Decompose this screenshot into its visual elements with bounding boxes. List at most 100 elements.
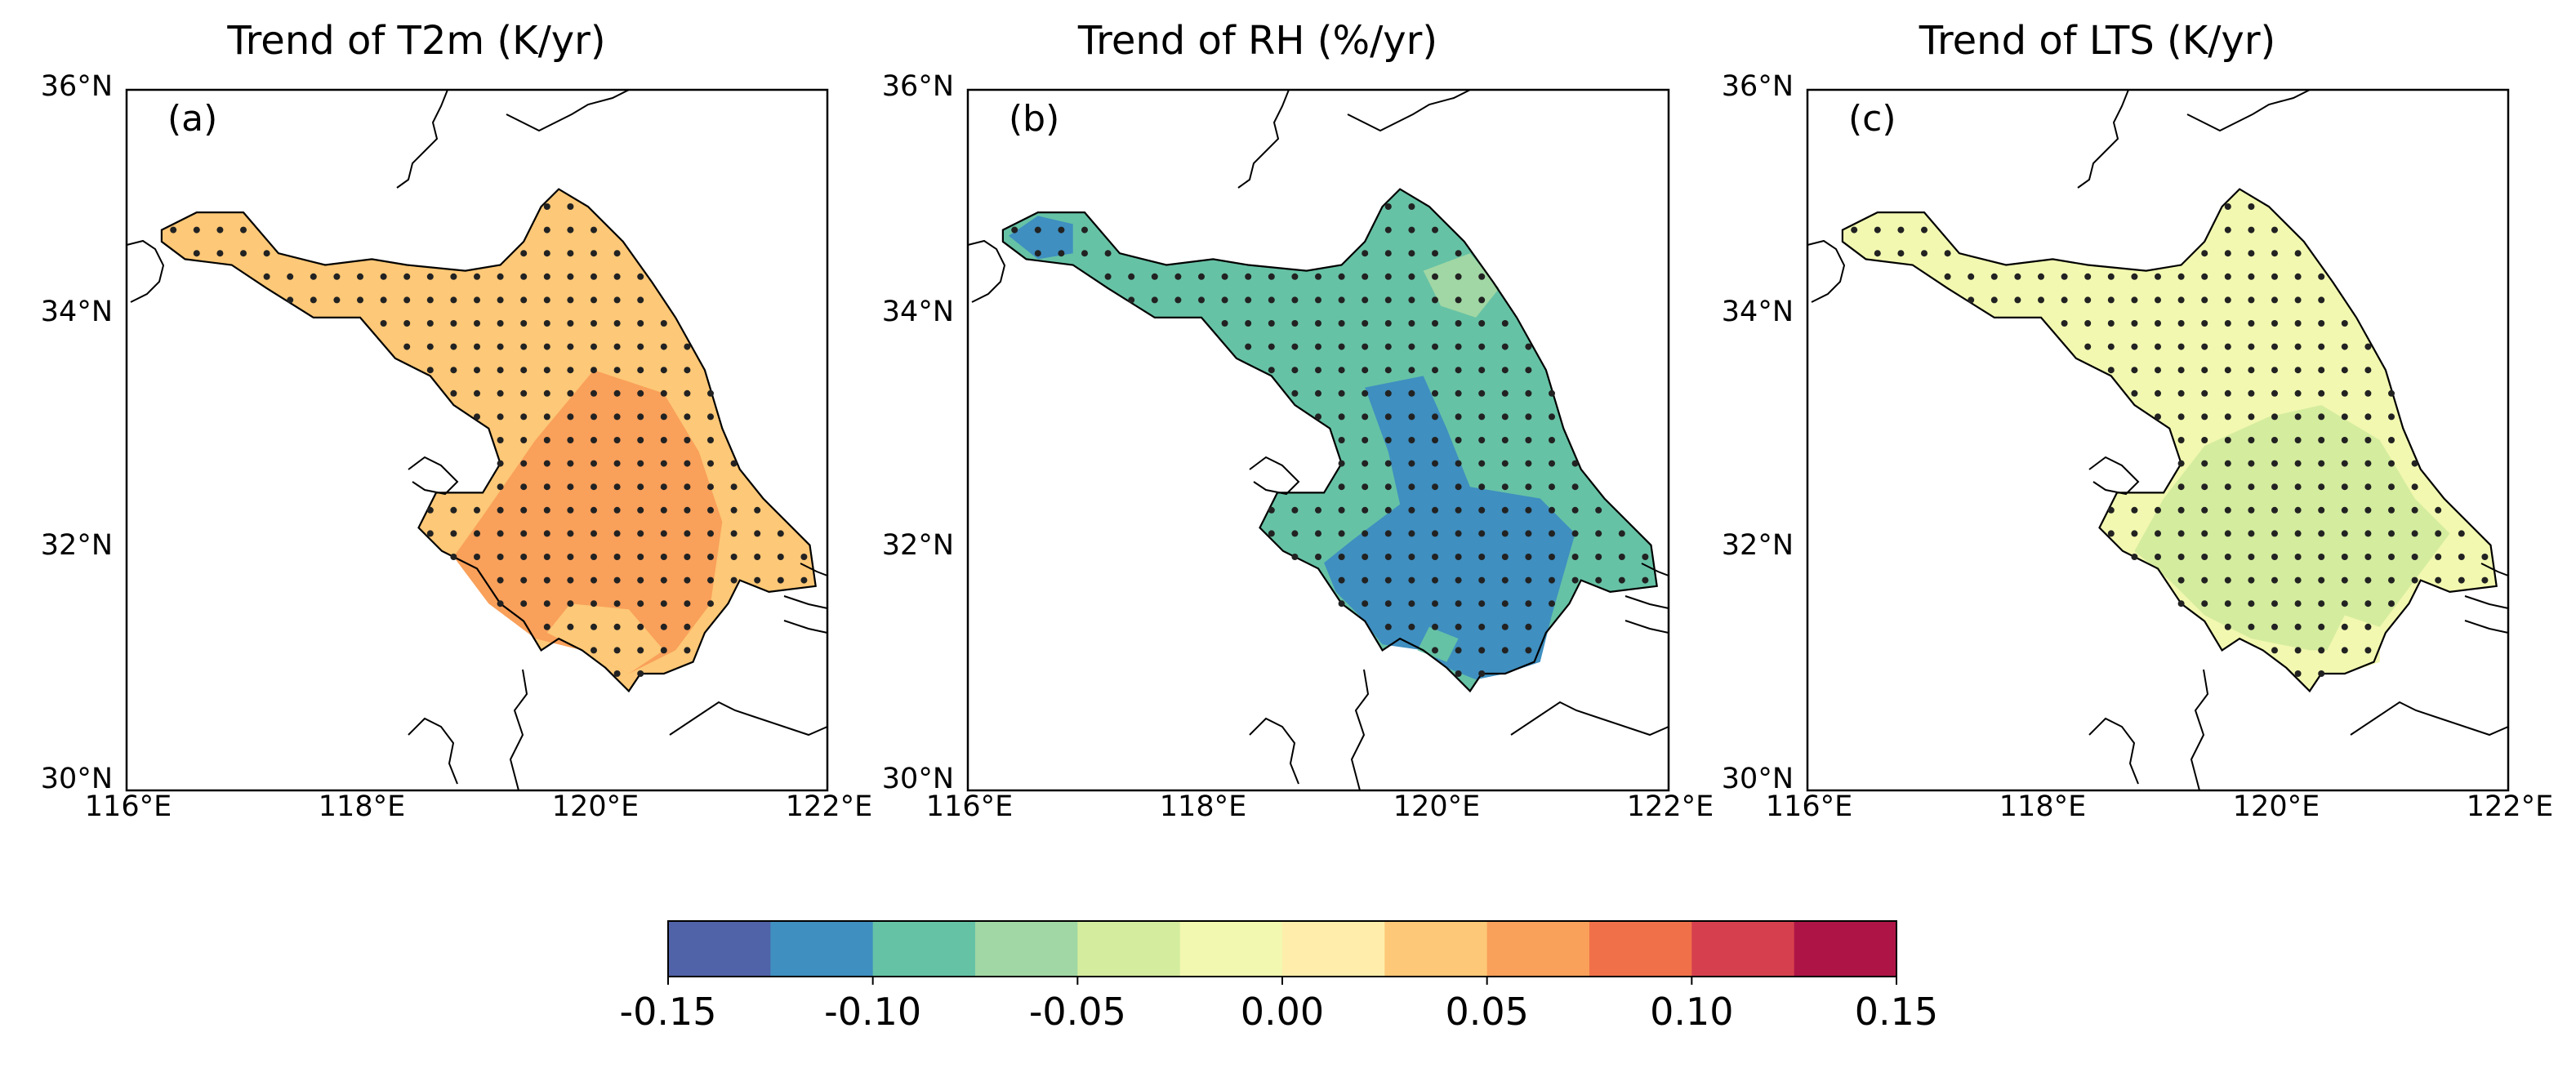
- significance-dot: [660, 554, 667, 560]
- significance-dot: [380, 296, 387, 304]
- significance-dot: [1432, 367, 1438, 374]
- significance-dot: [637, 413, 644, 421]
- colorbar-segment: [1282, 921, 1385, 977]
- significance-dot: [660, 367, 667, 374]
- significance-dot: [1362, 530, 1369, 537]
- significance-dot: [1338, 554, 1345, 560]
- significance-dot: [2294, 437, 2302, 443]
- significance-dot: [2248, 367, 2255, 374]
- significance-dot: [754, 554, 761, 560]
- significance-dot: [543, 250, 550, 257]
- significance-dot: [2294, 576, 2302, 584]
- significance-dot: [357, 296, 363, 304]
- significance-dot: [707, 600, 714, 607]
- significance-dot: [310, 296, 317, 304]
- significance-dot: [1501, 623, 1509, 630]
- map-frame: [1806, 88, 2510, 792]
- significance-dot: [497, 600, 504, 607]
- significance-dot: [1571, 576, 1579, 584]
- significance-dot: [1408, 437, 1415, 443]
- significance-dot: [567, 367, 574, 374]
- significance-dot: [1408, 203, 1415, 210]
- significance-dot: [2131, 554, 2138, 560]
- significance-dot: [193, 250, 200, 257]
- lat-label: 32°N: [1721, 529, 1794, 562]
- significance-dot: [497, 343, 504, 350]
- significance-dot: [637, 437, 644, 443]
- significance-dot: [520, 554, 528, 560]
- significance-dot: [1198, 273, 1205, 280]
- significance-dot: [1245, 320, 1252, 327]
- significance-dot: [1315, 506, 1321, 514]
- significance-dot: [684, 437, 691, 443]
- province-boundary: [1841, 188, 2498, 693]
- significance-dot: [1874, 250, 1881, 257]
- significance-dot: [2364, 413, 2372, 421]
- significance-dot: [1432, 506, 1438, 514]
- coastline: [2088, 456, 2140, 496]
- significance-dot: [1408, 530, 1415, 537]
- significance-dot: [1408, 389, 1415, 397]
- significance-dot: [403, 343, 411, 350]
- significance-dot: [2318, 530, 2325, 537]
- significance-dot: [497, 413, 504, 421]
- significance-dot: [2318, 273, 2325, 280]
- significance-dot: [2294, 670, 2302, 677]
- coastline: [2464, 620, 2509, 634]
- significance-dot: [1455, 600, 1462, 607]
- significance-dot: [2271, 530, 2278, 537]
- significance-dot: [591, 413, 597, 421]
- significance-dot: [2364, 437, 2372, 443]
- significance-dot: [1432, 576, 1438, 584]
- significance-dot: [1525, 483, 1532, 491]
- coastline: [669, 701, 828, 737]
- significance-dot: [1268, 343, 1275, 350]
- significance-dot: [1525, 623, 1532, 630]
- significance-dot: [1455, 296, 1462, 304]
- significance-dot: [2155, 554, 2161, 560]
- significance-dot: [2294, 460, 2302, 467]
- significance-dot: [613, 460, 621, 467]
- significance-dot: [567, 203, 574, 210]
- significance-dot: [1455, 460, 1462, 467]
- significance-dot: [660, 530, 667, 537]
- significance-dot: [543, 623, 550, 630]
- significance-dot: [637, 296, 644, 304]
- colorbar-segment: [770, 921, 874, 977]
- significance-dot: [1525, 506, 1532, 514]
- significance-dot: [2318, 367, 2325, 374]
- lon-label: 120°E: [2232, 790, 2320, 823]
- significance-dot: [1478, 600, 1486, 607]
- significance-dot: [1384, 506, 1392, 514]
- significance-dot: [426, 506, 434, 514]
- significance-dot: [2364, 506, 2372, 514]
- significance-dot: [2271, 413, 2278, 421]
- significance-dot: [1384, 389, 1392, 397]
- significance-dot: [520, 483, 528, 491]
- significance-dot: [2341, 437, 2348, 443]
- significance-dot: [567, 296, 574, 304]
- significance-dot: [497, 576, 504, 584]
- significance-dot: [403, 273, 411, 280]
- significance-dot: [1478, 576, 1486, 584]
- significance-dot: [2201, 367, 2208, 374]
- significance-dot: [520, 273, 528, 280]
- province-boundary: [160, 188, 817, 693]
- significance-dot: [1432, 320, 1438, 327]
- significance-dot: [1338, 296, 1345, 304]
- significance-dot: [2435, 554, 2442, 560]
- significance-dot: [2224, 483, 2231, 491]
- significance-dot: [2107, 506, 2115, 514]
- significance-dot: [2271, 483, 2278, 491]
- lon-label: 118°E: [1999, 790, 2087, 823]
- significance-dot: [2224, 250, 2231, 257]
- significance-dot: [1221, 296, 1228, 304]
- significance-dot: [707, 483, 714, 491]
- significance-dot: [2224, 623, 2231, 630]
- significance-dot: [1384, 600, 1392, 607]
- significance-dot: [1501, 483, 1509, 491]
- significance-dot: [450, 506, 457, 514]
- significance-dot: [1432, 226, 1438, 234]
- coastline: [1641, 563, 1669, 576]
- coastline: [1624, 620, 1669, 634]
